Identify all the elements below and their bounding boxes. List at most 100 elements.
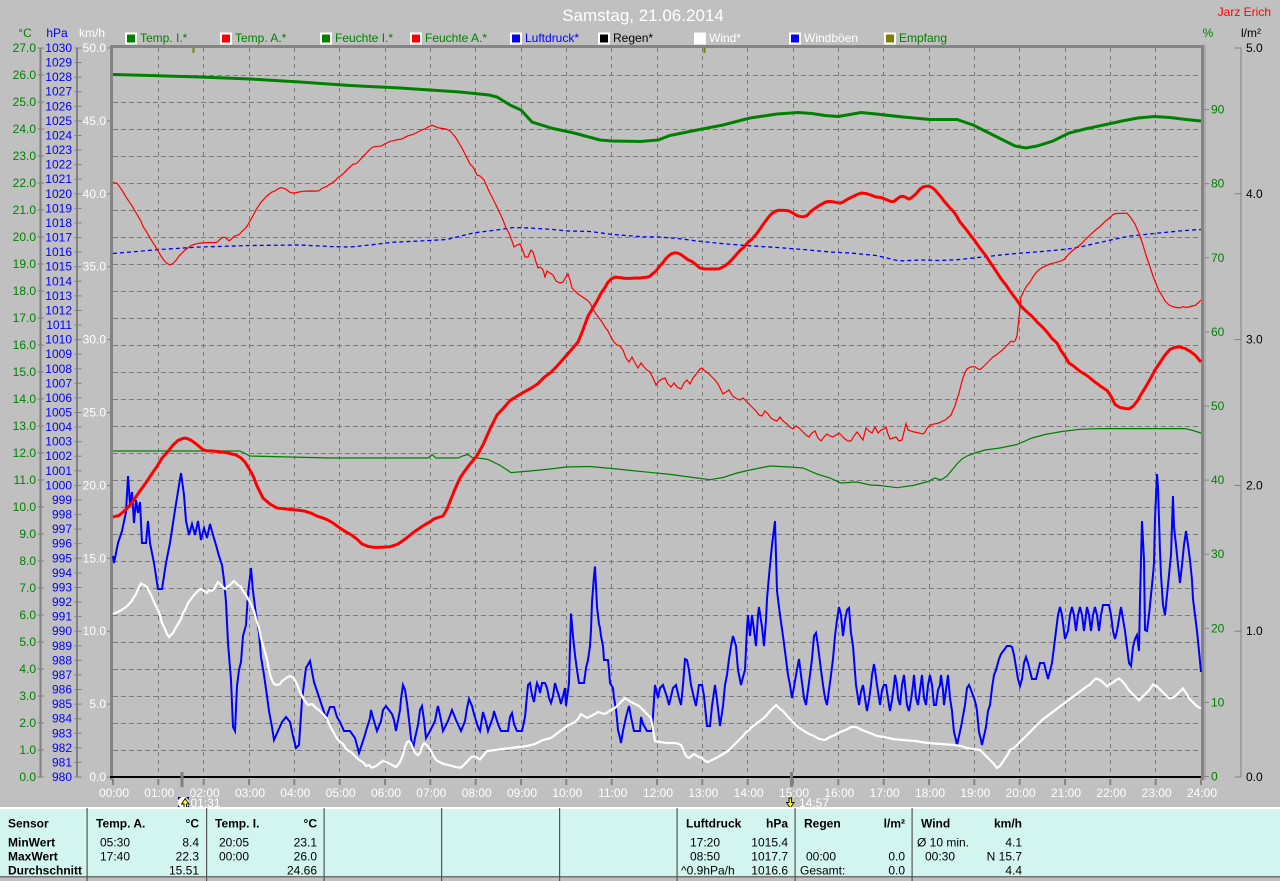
svg-text:11:00: 11:00 (598, 786, 627, 800)
svg-text:987: 987 (52, 668, 72, 682)
svg-text:00:30: 00:30 (925, 850, 955, 864)
svg-text:993: 993 (52, 581, 72, 595)
svg-text:984: 984 (52, 712, 72, 726)
svg-text:Sensor: Sensor (8, 817, 49, 831)
svg-text:05:30: 05:30 (100, 836, 130, 850)
svg-text:5.0: 5.0 (19, 635, 36, 649)
svg-text:20.0: 20.0 (83, 478, 107, 492)
svg-text:1010: 1010 (45, 333, 72, 347)
svg-text:20.0: 20.0 (13, 230, 37, 244)
svg-text:80: 80 (1211, 177, 1225, 191)
svg-text:3.0: 3.0 (1246, 333, 1263, 347)
svg-text:10.0: 10.0 (83, 624, 107, 638)
svg-text:01:00: 01:00 (144, 786, 174, 800)
svg-text:30.0: 30.0 (83, 333, 107, 347)
svg-text:10.0: 10.0 (13, 500, 37, 514)
svg-text:1024: 1024 (45, 129, 72, 143)
svg-text:18.0: 18.0 (13, 284, 37, 298)
svg-text:°C: °C (304, 817, 318, 831)
svg-text:4.0: 4.0 (1246, 187, 1263, 201)
svg-text:1020: 1020 (45, 187, 72, 201)
svg-text:22.3: 22.3 (176, 850, 200, 864)
svg-text:14:00: 14:00 (734, 786, 764, 800)
svg-text:1012: 1012 (45, 303, 72, 317)
svg-text:MinWert: MinWert (8, 836, 55, 850)
svg-text:1025: 1025 (45, 114, 72, 128)
svg-text:24:00: 24:00 (1187, 786, 1217, 800)
svg-text:1005: 1005 (45, 406, 72, 420)
svg-text:985: 985 (52, 697, 72, 711)
svg-text:Regen: Regen (804, 817, 841, 831)
svg-text:70: 70 (1211, 251, 1225, 265)
svg-text:Temp. A.: Temp. A. (96, 817, 145, 831)
svg-text:05:00: 05:00 (326, 786, 356, 800)
svg-text:22.0: 22.0 (13, 176, 37, 190)
svg-text:26.0: 26.0 (13, 68, 37, 82)
svg-text:Windböen: Windböen (804, 31, 858, 45)
svg-text:0.0: 0.0 (89, 770, 106, 784)
svg-text:00:00: 00:00 (806, 850, 836, 864)
svg-text:Feuchte I.*: Feuchte I.* (335, 31, 393, 45)
svg-text:14:57: 14:57 (799, 796, 829, 810)
svg-text:996: 996 (52, 537, 72, 551)
svg-text:6.0: 6.0 (19, 608, 36, 622)
svg-text:1015: 1015 (45, 260, 72, 274)
svg-text:1021: 1021 (45, 172, 72, 186)
svg-text:%: % (1203, 26, 1214, 40)
svg-text:1028: 1028 (45, 70, 72, 84)
svg-text:983: 983 (52, 726, 72, 740)
svg-text:0.0: 0.0 (888, 864, 905, 878)
svg-text:25.0: 25.0 (83, 406, 107, 420)
svg-text:Luftdruck*: Luftdruck* (525, 31, 579, 45)
svg-text:20:05: 20:05 (219, 836, 249, 850)
svg-text:04:00: 04:00 (280, 786, 310, 800)
svg-text:1001: 1001 (45, 464, 72, 478)
svg-text:1029: 1029 (45, 56, 72, 70)
svg-text:1026: 1026 (45, 99, 72, 113)
svg-text:997: 997 (52, 522, 72, 536)
svg-text:1004: 1004 (45, 420, 72, 434)
svg-text:Feuchte A.*: Feuchte A.* (425, 31, 487, 45)
svg-text:25.0: 25.0 (13, 95, 37, 109)
svg-text:40.0: 40.0 (83, 187, 107, 201)
svg-text:23.0: 23.0 (13, 149, 37, 163)
svg-text:11.0: 11.0 (14, 473, 37, 487)
svg-text:°C: °C (18, 26, 32, 40)
svg-text:994: 994 (52, 566, 72, 580)
svg-text:Jarz Erich: Jarz Erich (1218, 5, 1271, 19)
svg-text:22:00: 22:00 (1096, 786, 1126, 800)
svg-text:27.0: 27.0 (13, 41, 37, 55)
svg-text:8.4: 8.4 (182, 836, 199, 850)
svg-text:17:20: 17:20 (690, 836, 720, 850)
svg-text:21:00: 21:00 (1051, 786, 1081, 800)
svg-text:Wind: Wind (921, 817, 950, 831)
svg-text:km/h: km/h (994, 817, 1022, 831)
svg-text:2.0: 2.0 (19, 716, 36, 730)
svg-text:18:00: 18:00 (915, 786, 945, 800)
svg-text:1030: 1030 (45, 41, 72, 55)
svg-text:40: 40 (1211, 473, 1225, 487)
svg-text:Ø 10 min.: Ø 10 min. (917, 836, 969, 850)
svg-text:1013: 1013 (45, 289, 72, 303)
svg-text:2.0: 2.0 (1246, 478, 1263, 492)
svg-text:Samstag, 21.06.2014: Samstag, 21.06.2014 (562, 6, 724, 25)
svg-text:15.0: 15.0 (83, 551, 107, 565)
svg-text:992: 992 (52, 595, 72, 609)
svg-text:hPa: hPa (46, 26, 68, 40)
svg-text:26.0: 26.0 (294, 850, 318, 864)
svg-text:4.4: 4.4 (1005, 864, 1022, 878)
svg-text:Wind*: Wind* (709, 31, 741, 45)
svg-text:3.0: 3.0 (19, 689, 36, 703)
svg-text:km/h: km/h (79, 26, 105, 40)
svg-text:12.0: 12.0 (13, 446, 37, 460)
svg-text:17.0: 17.0 (13, 311, 37, 325)
svg-text:N 15.7: N 15.7 (987, 850, 1023, 864)
svg-text:991: 991 (52, 610, 72, 624)
svg-text:10:00: 10:00 (552, 786, 582, 800)
svg-text:4.0: 4.0 (19, 662, 36, 676)
svg-text:990: 990 (52, 624, 72, 638)
svg-text:5.0: 5.0 (1246, 41, 1263, 55)
svg-text:4.1: 4.1 (1005, 836, 1022, 850)
svg-text:08:00: 08:00 (462, 786, 492, 800)
svg-text:1000: 1000 (45, 478, 72, 492)
